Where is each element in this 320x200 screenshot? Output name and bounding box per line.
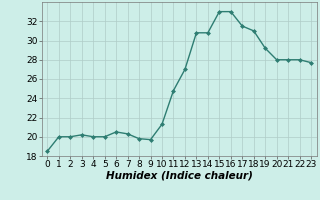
X-axis label: Humidex (Indice chaleur): Humidex (Indice chaleur) bbox=[106, 171, 252, 181]
